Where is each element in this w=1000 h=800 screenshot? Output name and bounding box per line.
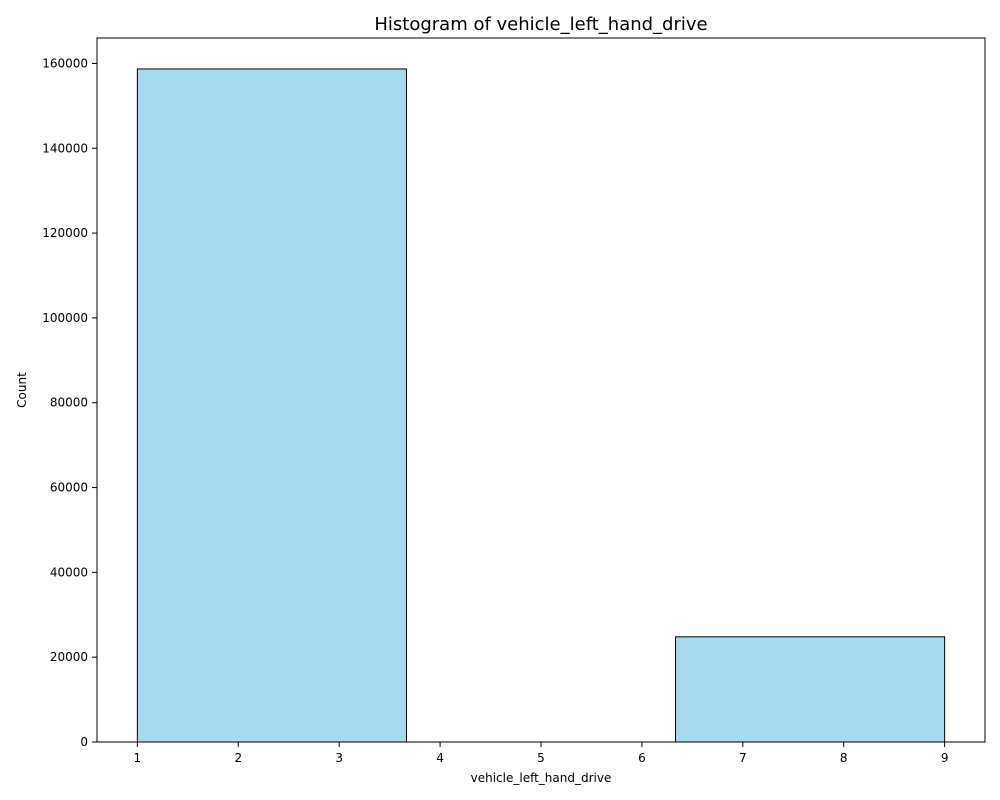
y-tick-label: 120000: [42, 226, 88, 240]
x-tick-label: 2: [234, 751, 242, 765]
y-tick-label: 160000: [42, 56, 88, 70]
histogram-bar-1: [136, 68, 407, 743]
y-tick-label: 40000: [50, 565, 88, 579]
x-tick-label: 7: [739, 751, 747, 765]
chart-title: Histogram of vehicle_left_hand_drive: [374, 14, 707, 35]
bars-group: [136, 68, 946, 743]
x-tick-label: 1: [134, 751, 142, 765]
y-tick-label: 140000: [42, 141, 88, 155]
histogram-bar-3: [675, 636, 946, 743]
x-tick-label: 4: [436, 751, 444, 765]
y-axis-ticks: 0 20000 40000 60000 80000 100000 120000 140000 1…: [42, 56, 97, 749]
y-tick-label: 100000: [42, 311, 88, 325]
y-tick-label: 80000: [50, 396, 88, 410]
y-axis-label: Count: [15, 372, 29, 408]
x-tick-label: 5: [537, 751, 545, 765]
x-tick-label: 6: [638, 751, 646, 765]
x-tick-label: 8: [840, 751, 848, 765]
x-tick-label: 3: [335, 751, 343, 765]
x-tick-label: 9: [941, 751, 949, 765]
x-axis-label: vehicle_left_hand_drive: [471, 771, 612, 785]
y-tick-label: 20000: [50, 650, 88, 664]
y-tick-label: 60000: [50, 481, 88, 495]
x-axis-ticks: 1 2 3 4 5 6 7 8 9: [134, 742, 949, 765]
y-tick-label: 0: [80, 735, 88, 749]
